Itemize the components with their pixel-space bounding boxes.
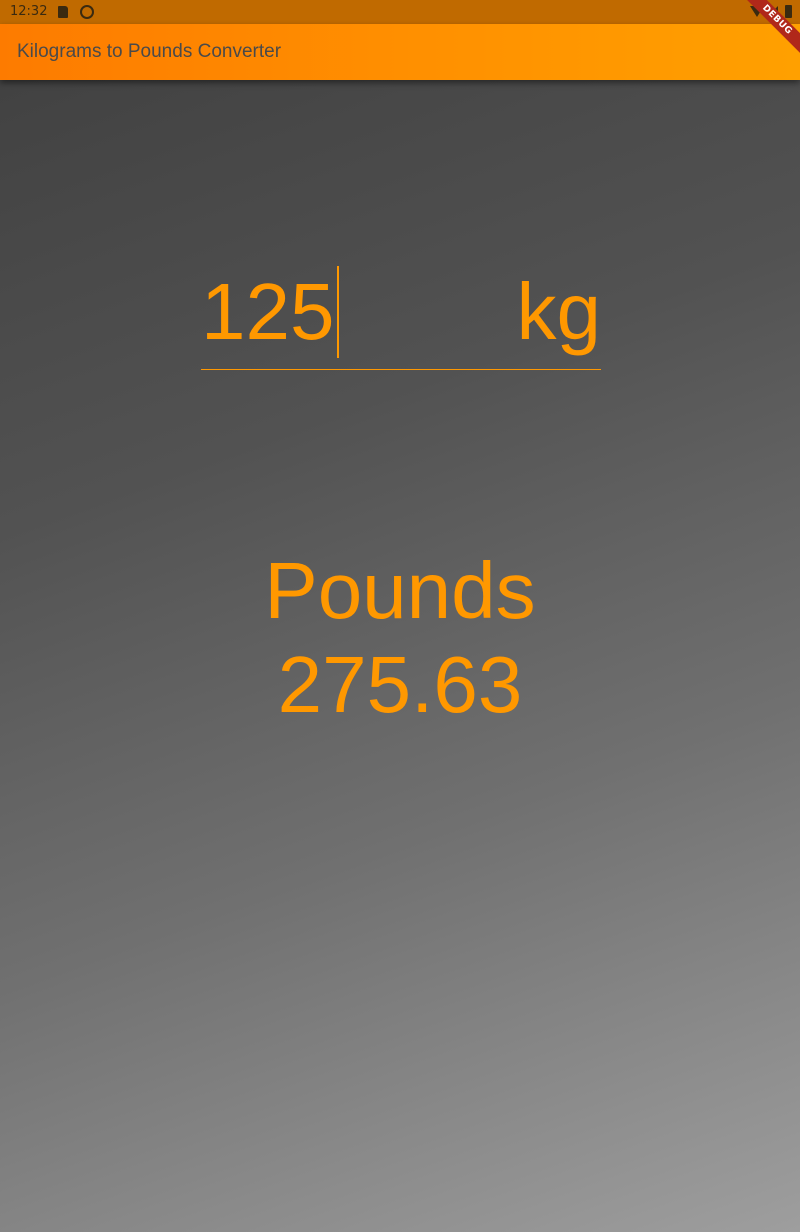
result-display: Pounds 275.63 [0, 544, 800, 732]
input-underline [201, 369, 601, 370]
wifi-icon [750, 6, 764, 17]
page-title: Kilograms to Pounds Converter [17, 41, 282, 62]
debug-banner-label: DEBUG [740, 0, 800, 57]
app-bar: Kilograms to Pounds Converter [0, 24, 800, 80]
result-label: Pounds [264, 546, 536, 635]
status-bar: 12:32 [0, 0, 800, 24]
result-value: 275.63 [277, 640, 523, 729]
sd-card-icon [58, 6, 68, 18]
kg-suffix: kg [516, 267, 602, 356]
status-time: 12:32 [10, 4, 48, 19]
battery-icon [785, 5, 792, 18]
debug-banner: DEBUG [740, 0, 800, 60]
text-cursor [337, 266, 339, 358]
kg-input-field[interactable]: kg [201, 262, 601, 370]
kg-input[interactable] [201, 262, 501, 362]
sync-icon [80, 5, 94, 19]
